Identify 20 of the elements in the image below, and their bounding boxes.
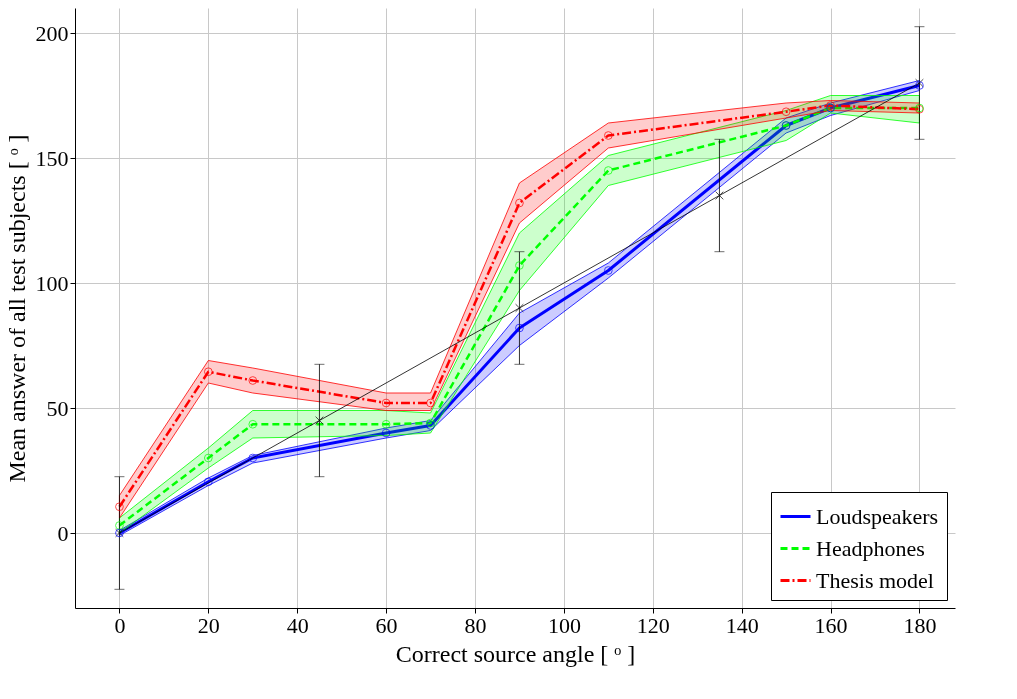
legend-label: Thesis model [816,567,934,593]
y-tick-label: 150 [35,145,69,171]
x-tick-label: 160 [814,612,848,638]
legend-label: Headphones [816,535,925,561]
x-tick-label: 100 [547,612,581,638]
legend-label: Loudspeakers [816,503,939,529]
y-tick-label: 100 [35,270,69,296]
x-tick-label: 140 [725,612,759,638]
x-tick-label: 60 [375,612,398,638]
x-tick-label: 180 [903,612,937,638]
x-tick-label: 80 [464,612,487,638]
y-tick-label: 50 [46,395,69,421]
x-tick-label: 40 [286,612,309,638]
y-tick-label: 200 [35,20,69,46]
x-tick-label: 20 [197,612,220,638]
y-axis-title: Mean answer of all test subjects [ ᵒ ] [3,134,30,483]
y-tick-label: 0 [57,520,69,546]
x-axis-title: Correct source angle [ ᵒ ] [395,640,636,667]
x-tick-label: 0 [114,612,126,638]
x-tick-label: 120 [636,612,670,638]
